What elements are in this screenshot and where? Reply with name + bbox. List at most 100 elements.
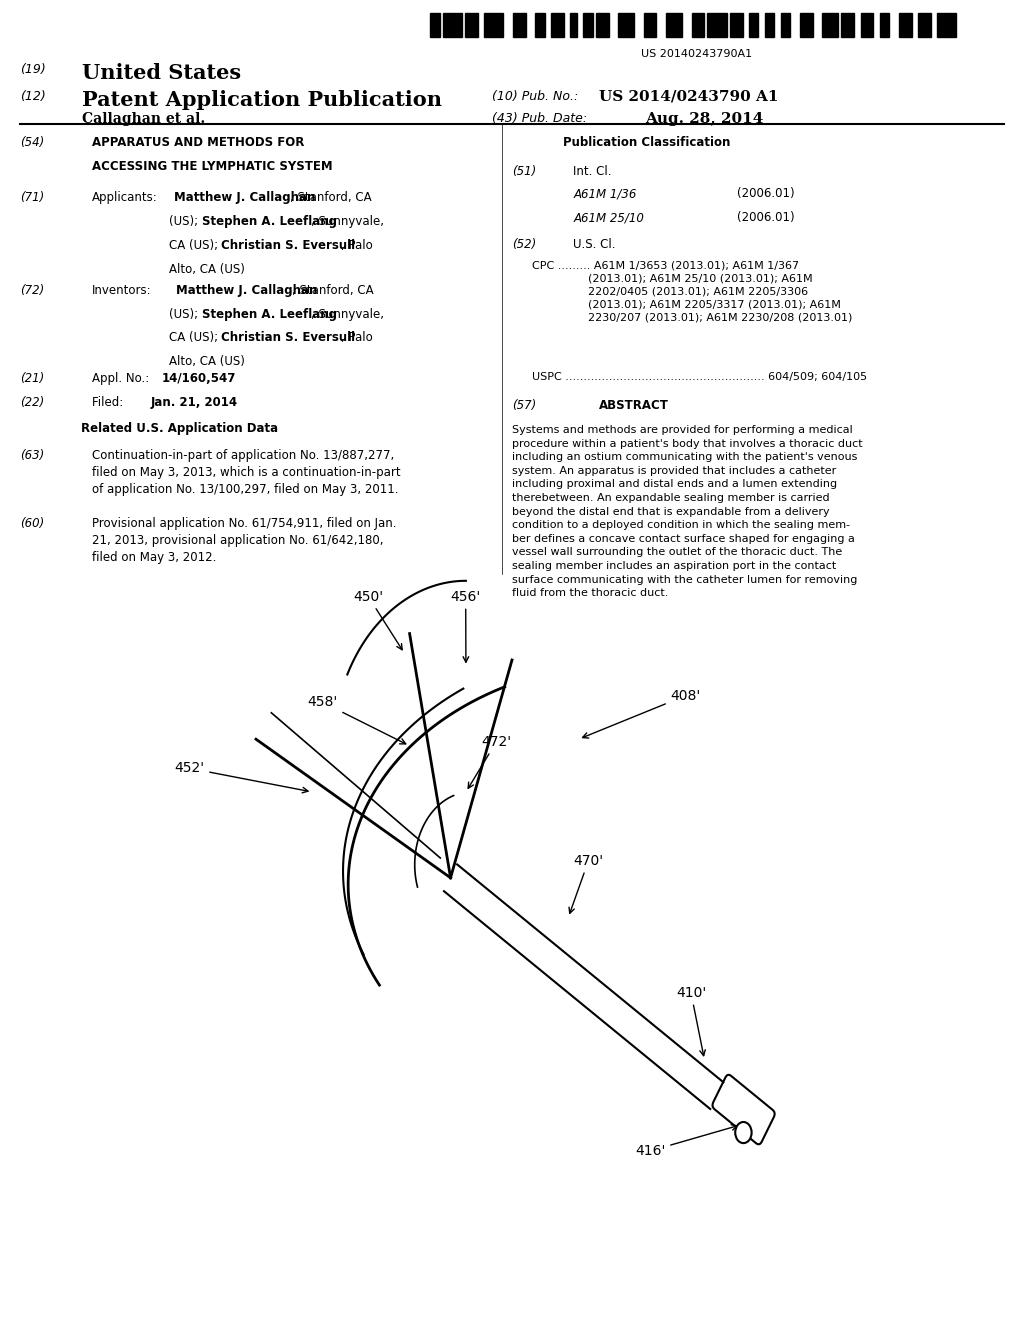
Text: Int. Cl.: Int. Cl. [573, 165, 612, 178]
Bar [946, 13, 956, 37]
Text: CPC ......... A61M 1/3653 (2013.01); A61M 1/367
                (2013.01); A61M : CPC ......... A61M 1/3653 (2013.01); A61… [532, 260, 853, 323]
Bar [522, 13, 525, 37]
Text: (19): (19) [20, 63, 46, 77]
Bar [842, 13, 848, 37]
Text: Filed:: Filed: [92, 396, 154, 409]
Text: U.S. Cl.: U.S. Cl. [573, 238, 616, 251]
Bar [848, 13, 854, 37]
Text: Jan. 21, 2014: Jan. 21, 2014 [151, 396, 238, 409]
Bar [925, 13, 931, 37]
Text: (71): (71) [20, 191, 45, 205]
Bar [717, 13, 727, 37]
Bar [551, 13, 558, 37]
Circle shape [735, 1122, 752, 1143]
Text: 416': 416' [635, 1125, 737, 1158]
Bar [484, 13, 494, 37]
Text: CA (US);: CA (US); [169, 331, 222, 345]
Text: Matthew J. Callaghan: Matthew J. Callaghan [176, 284, 317, 297]
Bar [570, 13, 573, 37]
Bar [899, 13, 905, 37]
Text: (52): (52) [512, 238, 537, 251]
Text: (60): (60) [20, 517, 45, 531]
Text: , Stanford, CA: , Stanford, CA [292, 284, 374, 297]
Bar [831, 13, 839, 37]
FancyBboxPatch shape [713, 1074, 775, 1144]
Text: (22): (22) [20, 396, 45, 409]
Bar [694, 13, 705, 37]
Bar [599, 13, 608, 37]
Text: 456': 456' [451, 590, 481, 663]
Bar [937, 13, 946, 37]
Text: (43) Pub. Date:: (43) Pub. Date: [492, 112, 587, 125]
Bar [590, 13, 593, 37]
Bar [513, 13, 522, 37]
Text: Systems and methods are provided for performing a medical
procedure within a pat: Systems and methods are provided for per… [512, 425, 862, 598]
Text: Continuation-in-part of application No. 13/887,277,
filed on May 3, 2013, which : Continuation-in-part of application No. … [92, 449, 400, 496]
Bar [800, 13, 810, 37]
Text: (54): (54) [20, 136, 45, 149]
Text: , Palo: , Palo [341, 331, 373, 345]
Text: ABSTRACT: ABSTRACT [599, 399, 669, 412]
Bar [618, 13, 628, 37]
Bar [784, 13, 791, 37]
Text: 470': 470' [569, 854, 603, 913]
Bar [628, 13, 634, 37]
Bar [430, 13, 439, 37]
Bar [880, 13, 886, 37]
Bar [558, 13, 564, 37]
Text: , Stanford, CA: , Stanford, CA [290, 191, 372, 205]
Bar [583, 13, 590, 37]
Text: 458': 458' [307, 696, 406, 744]
Text: 14/160,547: 14/160,547 [162, 372, 237, 385]
Text: (10) Pub. No.:: (10) Pub. No.: [492, 90, 578, 103]
Bar [644, 13, 650, 37]
Bar [749, 13, 752, 37]
Text: (US);: (US); [169, 308, 202, 321]
Bar [752, 13, 759, 37]
Text: Alto, CA (US): Alto, CA (US) [169, 263, 245, 276]
Bar [666, 13, 673, 37]
Bar [596, 13, 599, 37]
Bar [650, 13, 656, 37]
Bar [573, 13, 577, 37]
Text: , Sunnyvale,: , Sunnyvale, [311, 308, 384, 321]
Text: (2006.01): (2006.01) [737, 211, 795, 224]
Text: United States: United States [82, 63, 241, 83]
Text: Matthew J. Callaghan: Matthew J. Callaghan [174, 191, 315, 205]
Text: , Palo: , Palo [341, 239, 373, 252]
Text: (US);: (US); [169, 215, 202, 228]
Text: (51): (51) [512, 165, 537, 178]
Text: Publication Classification: Publication Classification [563, 136, 730, 149]
Bar [494, 13, 504, 37]
Bar [536, 13, 542, 37]
Text: ACCESSING THE LYMPHATIC SYSTEM: ACCESSING THE LYMPHATIC SYSTEM [92, 160, 333, 173]
Text: Patent Application Publication: Patent Application Publication [82, 90, 442, 110]
Text: Christian S. Eversull: Christian S. Eversull [221, 331, 355, 345]
Bar [781, 13, 784, 37]
Text: Stephen A. Leeflang: Stephen A. Leeflang [202, 308, 337, 321]
Text: Provisional application No. 61/754,911, filed on Jan.
21, 2013, provisional appl: Provisional application No. 61/754,911, … [92, 517, 396, 565]
Bar [730, 13, 733, 37]
Bar [771, 13, 774, 37]
Bar [886, 13, 889, 37]
Bar [465, 13, 468, 37]
Text: Callaghan et al.: Callaghan et al. [82, 112, 205, 127]
Text: APPARATUS AND METHODS FOR: APPARATUS AND METHODS FOR [92, 136, 304, 149]
Text: (12): (12) [20, 90, 46, 103]
Text: Stephen A. Leeflang: Stephen A. Leeflang [202, 215, 337, 228]
Text: 452': 452' [174, 762, 308, 793]
Text: Alto, CA (US): Alto, CA (US) [169, 355, 245, 368]
Text: , Sunnyvale,: , Sunnyvale, [311, 215, 384, 228]
Text: US 2014/0243790 A1: US 2014/0243790 A1 [599, 90, 778, 104]
Bar [468, 13, 478, 37]
Text: Applicants:: Applicants: [92, 191, 158, 205]
Text: (21): (21) [20, 372, 45, 385]
Bar [673, 13, 682, 37]
Bar [822, 13, 831, 37]
Text: Aug. 28, 2014: Aug. 28, 2014 [645, 112, 764, 127]
Bar [918, 13, 925, 37]
Bar [867, 13, 873, 37]
Text: USPC ....................................................... 604/509; 604/105: USPC ...................................… [532, 372, 867, 383]
Bar [733, 13, 742, 37]
Text: 410': 410' [676, 986, 707, 1056]
